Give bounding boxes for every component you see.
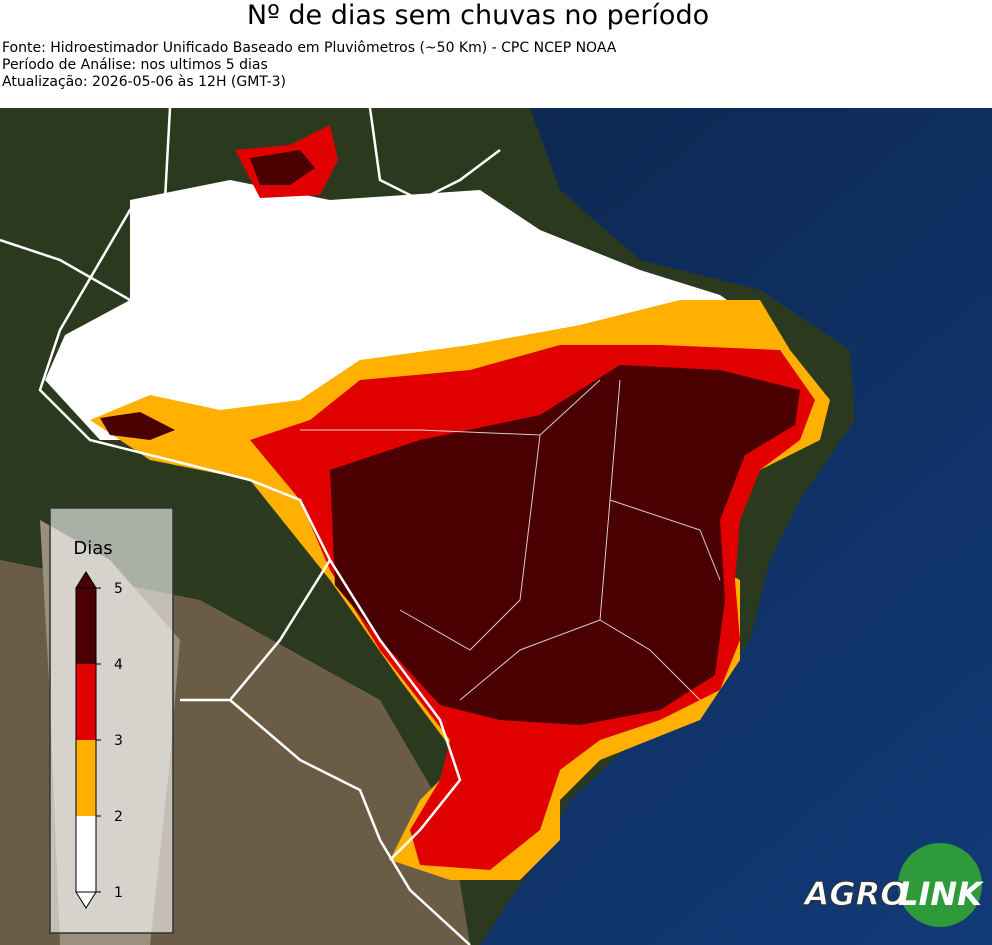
legend-box — [49, 507, 174, 934]
zone-west-dark — [100, 412, 175, 440]
period-line: Período de Análise: nos ultimos 5 dias — [2, 57, 268, 73]
logo-left: AGRO — [802, 875, 908, 913]
logo-right: LINK — [898, 875, 984, 913]
state-borders — [300, 379, 721, 701]
colorbar-tick-label: 2 — [114, 809, 123, 825]
colorbar-band — [76, 588, 96, 664]
legend-title: Dias — [73, 538, 112, 559]
colorbar-tick-label: 5 — [114, 581, 123, 597]
colorbar-band — [76, 740, 96, 816]
zone-white — [45, 180, 770, 440]
colorbar: 1 2 3 4 5 — [75, 571, 123, 909]
colorbar-band — [76, 664, 96, 740]
zone-north-dark — [250, 150, 315, 185]
colorbar-tick-label: 3 — [114, 733, 123, 749]
source-line: Fonte: Hidroestimador Unificado Baseado … — [2, 40, 617, 56]
colorbar-tick-label: 1 — [114, 885, 123, 901]
zone-dark — [330, 365, 800, 725]
borders — [0, 107, 501, 945]
update-line: Atualização: 2026-05-06 às 12H (GMT-3) — [2, 74, 286, 90]
logo: AGRO LINK — [801, 843, 984, 927]
colorbar-band — [76, 816, 96, 892]
map-title: Nº de dias sem chuvas no período — [246, 0, 710, 31]
colorbar-tick-label: 4 — [114, 657, 123, 673]
